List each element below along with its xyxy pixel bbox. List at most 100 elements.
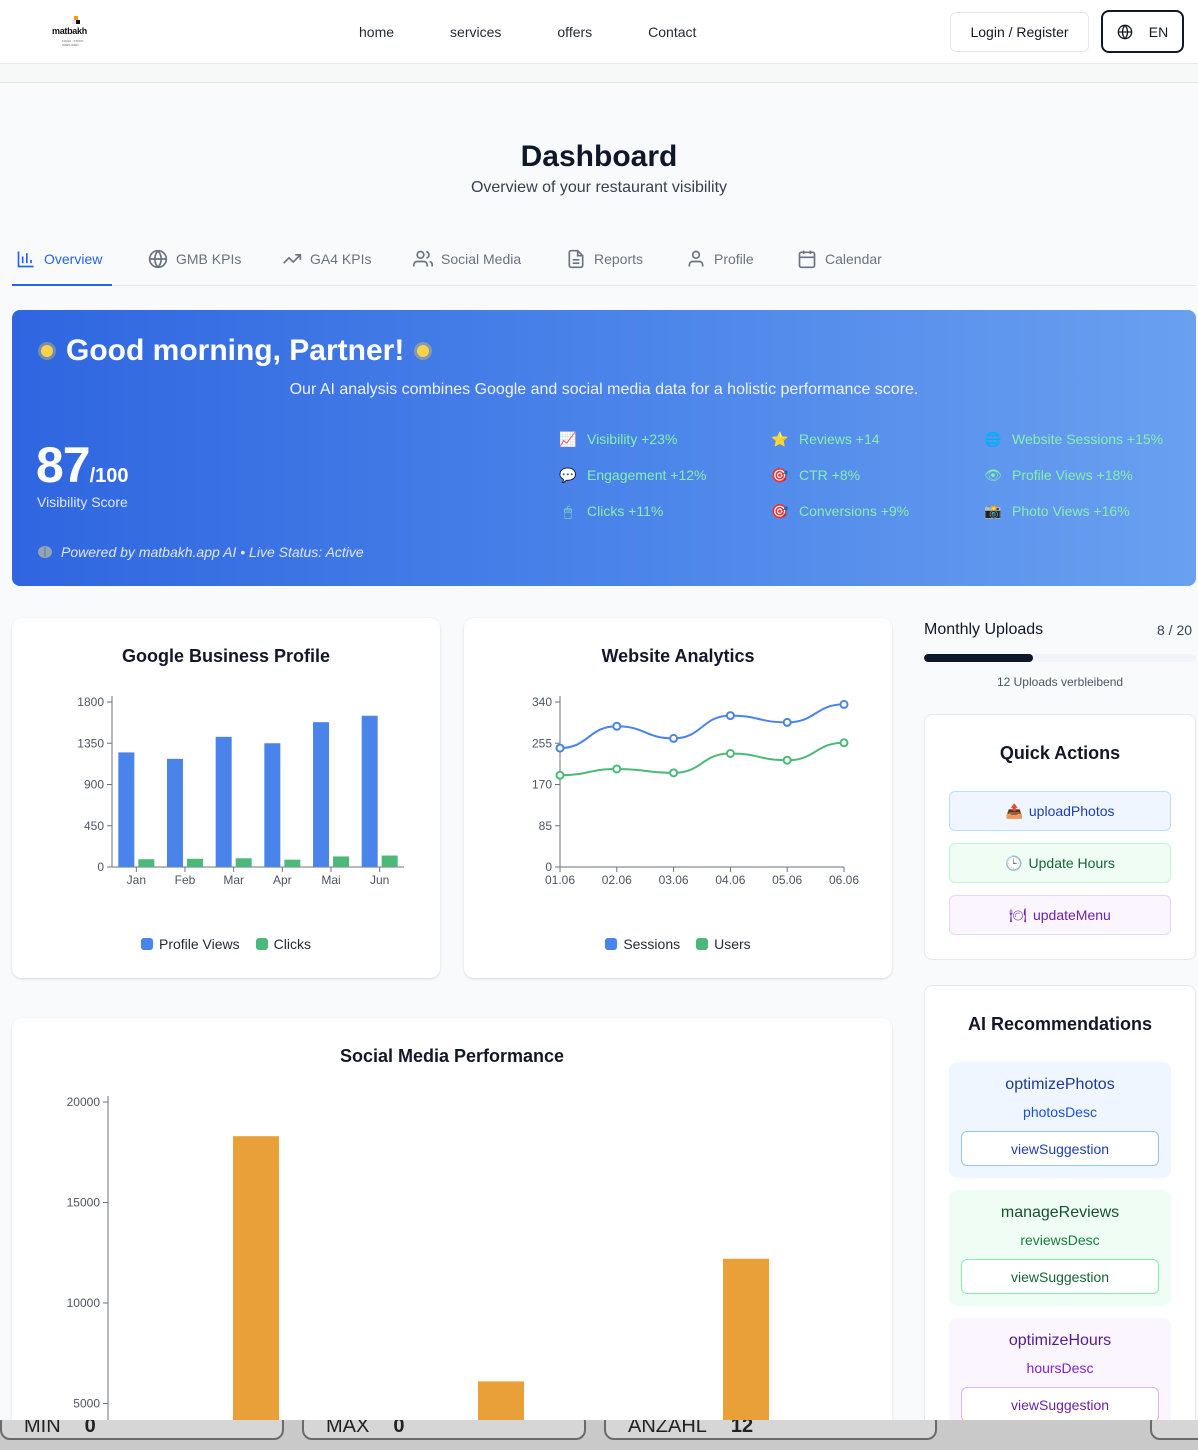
y-tick-label: 0 xyxy=(545,860,552,874)
line-sessions xyxy=(559,703,845,750)
point-sessions xyxy=(725,711,735,721)
recommendation-title: optimizeHours xyxy=(1008,1332,1112,1349)
recommendation-title: manageReviews xyxy=(1000,1204,1120,1221)
social-media-card: Social Media Performance 5000 10000 15000 2… xyxy=(12,1018,892,1448)
top-navbar: matbakh FOOD · STORY · SIMPLIFIED home s… xyxy=(0,0,1198,64)
bar-clicks xyxy=(284,859,301,867)
stat-min: MIN 0 xyxy=(0,1420,284,1440)
website-analytics-card: Website Analytics 0 85 170 255 340 01.06 02.06… xyxy=(464,618,892,978)
gmb-bar-chart: 0 450 900 1350 1800 Jan Feb Mar Apr Mai Jun xyxy=(77,695,404,887)
uploads-progress-fill xyxy=(924,654,1033,662)
x-tick-label: 01.06 xyxy=(545,873,575,887)
metric-visibility: 📈 Visibility +23% xyxy=(559,430,677,448)
nav-link-home[interactable]: home xyxy=(359,24,395,40)
chart-title: Social Media Performance xyxy=(339,1046,565,1066)
target-icon: 🎯 xyxy=(771,502,789,519)
page-subtitle: Overview of your restaurant visibility xyxy=(470,179,728,196)
stats-overlay-strip: MIN 0 MAX 0 ANZAHL 12 xyxy=(0,1420,1198,1450)
tab-label: GMB KPIs xyxy=(176,251,242,267)
logo[interactable]: matbakh FOOD · STORY · SIMPLIFIED xyxy=(50,16,100,48)
metric-label: Website Sessions +15% xyxy=(1012,431,1164,447)
tab-ga4-kpis[interactable]: GA4 KPIs xyxy=(282,233,371,285)
tab-label: Overview xyxy=(44,250,103,267)
update-menu-button[interactable]: 🍽 updateMenu xyxy=(949,895,1171,935)
star-icon: ⭐ xyxy=(771,430,789,447)
point-sessions xyxy=(839,699,849,709)
website-line-chart: 0 85 170 255 340 01.06 02.06 03.06 04.06 05.06 06.… xyxy=(532,695,859,887)
login-register-button[interactable]: Login / Register xyxy=(950,12,1089,52)
y-tick-label: 450 xyxy=(84,819,104,833)
bar-social xyxy=(723,1258,769,1448)
logo-tagline: FOOD · STORY · SIMPLIFIED xyxy=(62,39,86,47)
view-suggestion-button[interactable]: viewSuggestion xyxy=(961,1387,1159,1422)
bar-profile-views xyxy=(264,743,281,867)
metric-label: Clicks +11% xyxy=(587,503,664,519)
trending-up-icon xyxy=(283,254,302,264)
hero-description: Our AI analysis combines Google and soci… xyxy=(289,381,919,398)
bar-profile-views xyxy=(215,736,232,867)
metric-label: Profile Views +18% xyxy=(1012,467,1133,483)
target-icon: 🎯 xyxy=(771,466,789,483)
tab-reports[interactable]: Reports xyxy=(566,233,643,285)
tab-gmb-kpis[interactable]: GMB KPIs xyxy=(148,233,241,285)
powered-by: Powered by matbakh.app AI • Live Status:… xyxy=(37,544,364,560)
metric-label: CTR +8% xyxy=(799,467,861,483)
nav-link-contact[interactable]: Contact xyxy=(648,24,697,40)
powered-text: Powered by matbakh.app AI • Live Status:… xyxy=(61,544,364,560)
legend-item-clicks: Clicks xyxy=(255,936,311,952)
tab-social-media[interactable]: Social Media xyxy=(413,233,521,285)
settings-gear-icon[interactable] xyxy=(1150,1420,1198,1440)
metric-label: Conversions +9% xyxy=(799,503,910,519)
calendar-icon xyxy=(798,250,816,269)
user-icon xyxy=(688,250,704,267)
recommendation-reviews: manageReviews reviewsDesc viewSuggestion xyxy=(949,1190,1171,1306)
bar-profile-views xyxy=(167,758,183,867)
bar-clicks xyxy=(187,858,203,867)
stat-value: 12 xyxy=(730,1420,754,1437)
stat-value: 0 xyxy=(393,1420,405,1437)
chart-legend: Profile Views Clicks xyxy=(12,936,440,952)
legend-label: Sessions xyxy=(623,936,681,952)
y-tick-label: 10000 xyxy=(67,1296,101,1310)
stat-value: 0 xyxy=(84,1420,96,1437)
greeting-text: Good morning, Partner! xyxy=(66,334,405,367)
nav-link-services[interactable]: services xyxy=(450,24,502,40)
bar-chart-icon xyxy=(17,251,34,267)
point-sessions xyxy=(555,743,565,753)
legend-label: Users xyxy=(714,936,751,952)
tab-label: Profile xyxy=(714,251,754,267)
bar-clicks xyxy=(381,855,398,867)
ai-recommendations-title: AI Recommendations xyxy=(967,1014,1153,1034)
tab-overview[interactable]: Overview xyxy=(12,233,112,286)
mouse-icon: 🖱 xyxy=(563,502,573,519)
y-tick-label: 255 xyxy=(532,736,552,750)
y-tick-label: 5000 xyxy=(73,1397,100,1411)
nav-link-offers[interactable]: offers xyxy=(557,24,593,40)
tab-label: Social Media xyxy=(441,251,522,267)
language-switcher[interactable]: EN xyxy=(1101,10,1184,53)
sun-icon xyxy=(36,340,58,362)
logo-text: matbakh xyxy=(52,26,87,36)
y-tick-label: 15000 xyxy=(67,1196,101,1210)
point-users xyxy=(725,748,735,758)
y-tick-label: 20000 xyxy=(67,1095,101,1109)
bar-clicks xyxy=(333,856,349,867)
bar-clicks xyxy=(138,859,155,867)
x-tick-label: 05.06 xyxy=(772,873,802,887)
tab-profile[interactable]: Profile xyxy=(686,233,754,285)
tab-calendar[interactable]: Calendar xyxy=(797,233,882,285)
update-hours-button[interactable]: 🕒 Update Hours xyxy=(949,843,1171,883)
sun-icon xyxy=(412,340,434,362)
upload-photos-button[interactable]: 📤 uploadPhotos xyxy=(949,791,1171,831)
outbox-icon: 📤 xyxy=(1005,802,1023,819)
greeting-heading: Good morning, Partner! xyxy=(36,334,434,368)
clock-icon: 🕒 xyxy=(1005,854,1023,871)
x-tick-label: Jan xyxy=(127,873,146,887)
view-suggestion-button[interactable]: viewSuggestion xyxy=(961,1131,1159,1166)
stat-count: ANZAHL 12 xyxy=(604,1420,937,1440)
globe-icon xyxy=(1117,24,1133,39)
view-suggestion-button[interactable]: viewSuggestion xyxy=(961,1259,1159,1294)
brain-icon xyxy=(38,546,52,558)
metric-website-sessions: 🌐 Website Sessions +15% xyxy=(984,430,1163,448)
legend-label: Clicks xyxy=(273,936,311,952)
